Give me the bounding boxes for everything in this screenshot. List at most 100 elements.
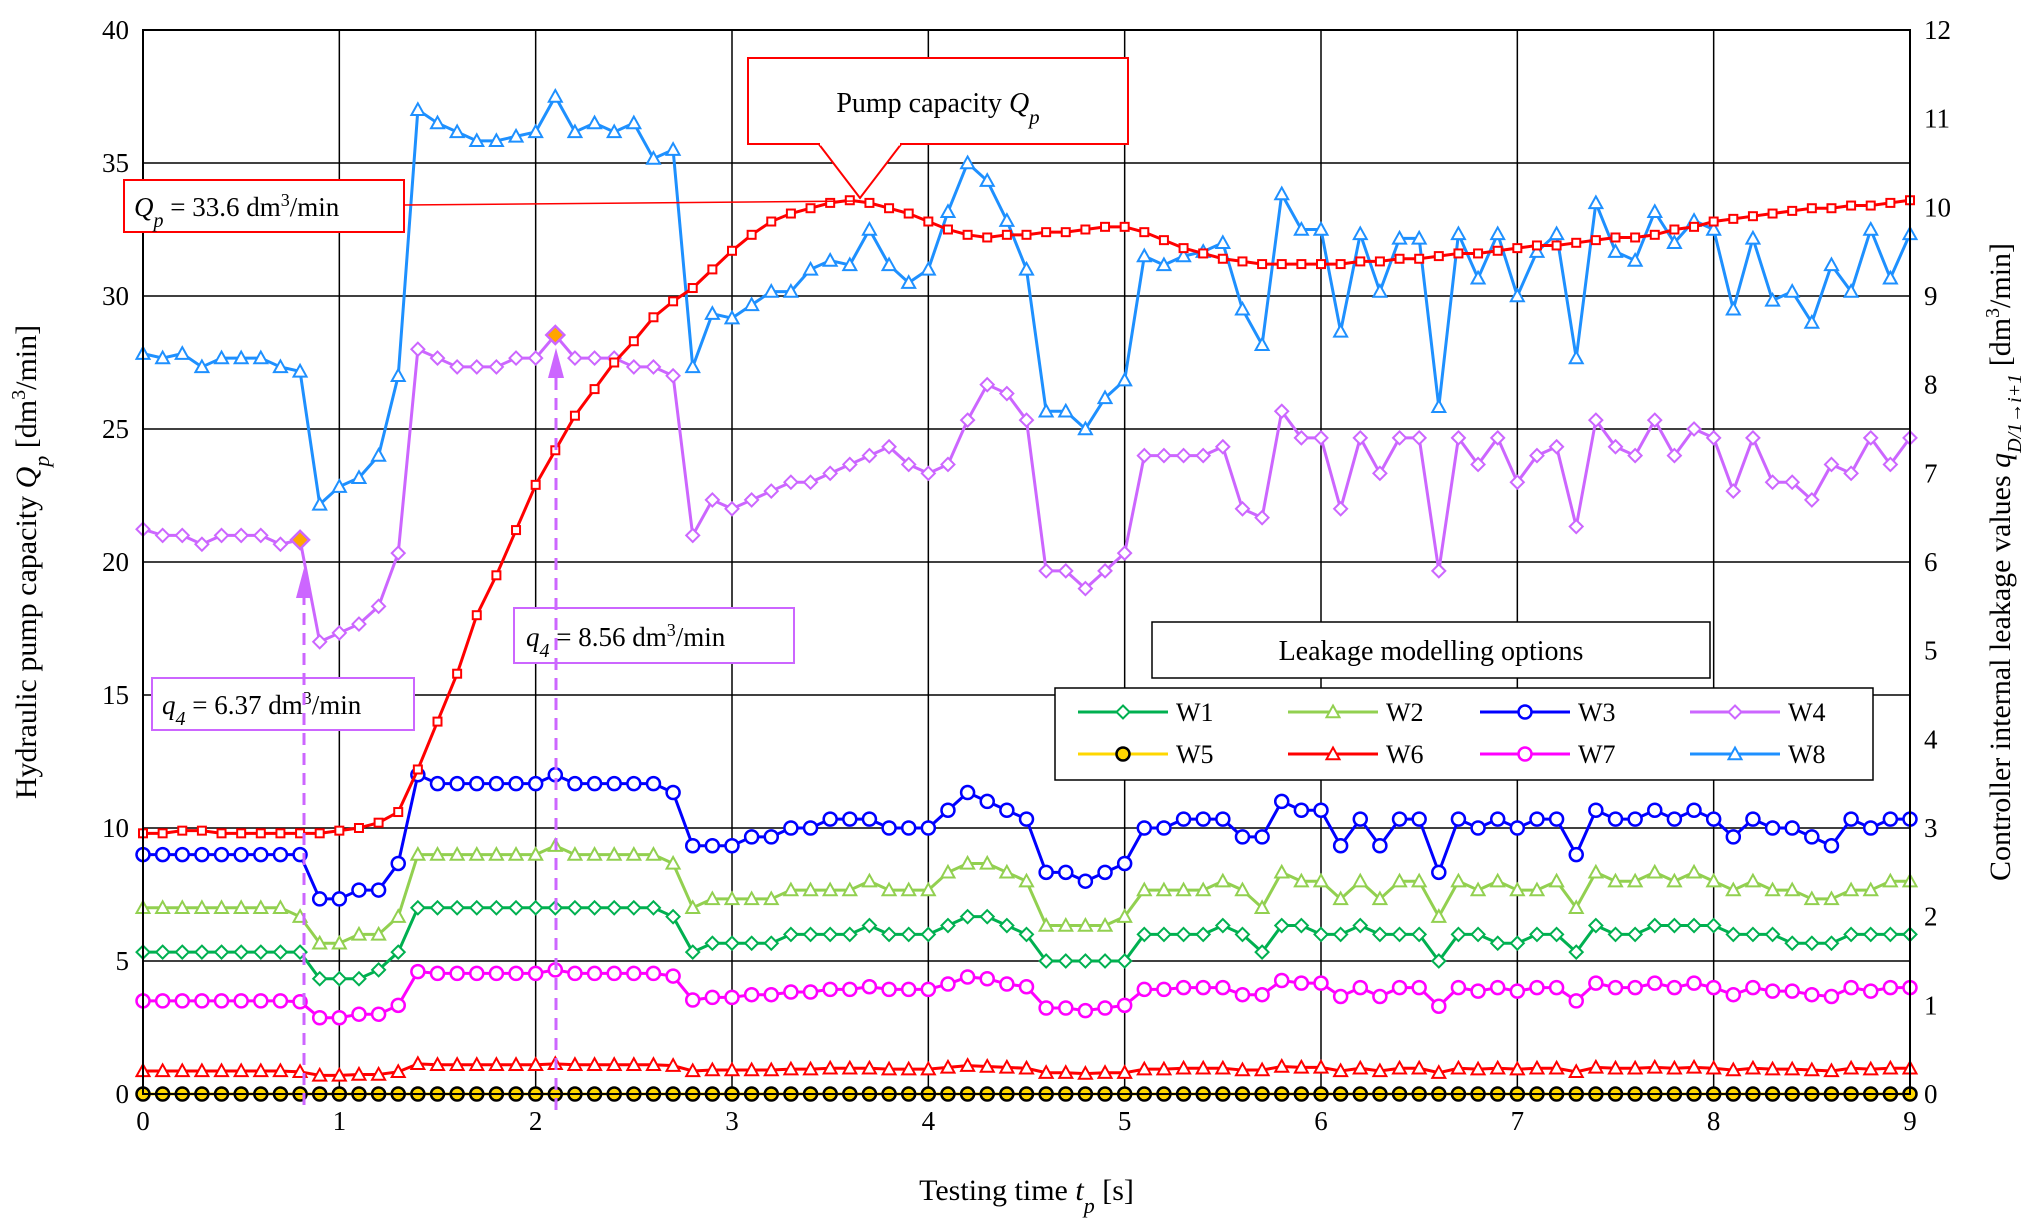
point-w3 [743, 829, 760, 845]
highlight-point-w4 [289, 529, 311, 551]
point-w4 [1430, 562, 1447, 579]
point-w7 [1038, 1000, 1054, 1016]
point-pump-capacity [1355, 256, 1366, 267]
point-w8 [920, 260, 937, 276]
point-w8 [1332, 322, 1349, 338]
point-w1 [1214, 917, 1231, 934]
point-w8 [763, 283, 780, 298]
point-w2 [252, 899, 269, 914]
point-w3 [1784, 820, 1800, 836]
point-w8 [704, 305, 721, 320]
point-w6 [861, 1059, 878, 1075]
point-pump-capacity [471, 610, 482, 621]
point-w3 [1705, 811, 1722, 827]
point-w1 [1686, 917, 1702, 934]
point-w6 [821, 1059, 839, 1075]
point-w2 [174, 899, 191, 914]
point-w7 [1843, 979, 1859, 996]
point-w7 [1607, 979, 1624, 996]
point-w4 [684, 527, 701, 544]
point-w7 [390, 997, 406, 1014]
point-w6 [880, 1060, 898, 1076]
point-w6 [586, 1056, 603, 1071]
point-pump-capacity [1158, 235, 1169, 246]
point-w7 [1745, 979, 1761, 996]
point-pump-capacity [412, 764, 423, 775]
legend-swatch-marker [1324, 745, 1342, 761]
legend-label: W7 [1578, 740, 1616, 769]
point-w8 [743, 296, 760, 312]
point-w6 [763, 1061, 780, 1077]
legend-swatch-marker [1726, 745, 1744, 761]
point-w3 [1725, 829, 1742, 845]
point-pump-capacity [1001, 229, 1012, 240]
point-w6 [743, 1061, 760, 1077]
point-w3 [1391, 811, 1408, 827]
legend-entry-w5: W5 [1078, 740, 1214, 769]
point-pump-capacity [275, 828, 286, 839]
point-pump-capacity [1041, 227, 1052, 238]
point-pump-capacity [334, 825, 345, 836]
point-pump-capacity [1885, 197, 1896, 208]
point-pump-capacity [432, 716, 443, 727]
point-w7 [684, 992, 701, 1008]
point-w3 [469, 775, 485, 792]
point-w7 [645, 965, 662, 982]
point-w4 [979, 376, 996, 393]
point-pump-capacity [177, 825, 188, 836]
point-w3 [881, 820, 897, 836]
point-pump-capacity [884, 203, 895, 214]
point-pump-capacity [491, 570, 502, 581]
point-w4 [998, 385, 1015, 402]
point-w4 [1470, 456, 1486, 473]
point-w4 [586, 350, 603, 366]
point-w3 [1627, 811, 1643, 827]
point-w3 [1215, 811, 1231, 827]
point-w2 [1509, 881, 1526, 897]
point-w7 [1234, 986, 1251, 1003]
point-w4 [1764, 474, 1781, 491]
point-w8 [1057, 402, 1074, 418]
x-tick-label: 8 [1707, 1106, 1721, 1136]
point-w2 [429, 846, 446, 861]
point-w6 [409, 1055, 427, 1071]
point-pump-capacity [1473, 248, 1484, 259]
point-w7 [940, 976, 956, 992]
legend-label: W4 [1788, 698, 1826, 727]
point-w4 [1862, 429, 1879, 446]
point-w7 [1273, 972, 1290, 989]
point-w4 [351, 616, 367, 632]
point-w7 [1116, 997, 1133, 1014]
point-w3 [1470, 820, 1486, 836]
point-w7 [351, 1006, 367, 1022]
point-w2 [939, 863, 957, 879]
legend: Leakage modelling options W1 W2 W3 W4 W5 W6 W7… [1054, 621, 1874, 781]
point-w6 [1862, 1060, 1879, 1076]
point-w1 [252, 944, 269, 961]
point-w2 [311, 934, 328, 950]
point-w4 [743, 492, 760, 508]
point-w7 [1097, 1000, 1113, 1016]
point-w2 [154, 899, 171, 914]
point-w2 [1528, 881, 1546, 897]
point-w3 [665, 784, 681, 801]
point-w2 [1332, 890, 1349, 906]
point-w4 [331, 625, 348, 641]
point-w4 [508, 350, 524, 366]
point-w1 [1234, 926, 1251, 943]
point-w1 [468, 899, 485, 916]
point-w4 [1077, 580, 1094, 597]
point-w7 [822, 981, 838, 998]
point-pump-capacity [1689, 221, 1700, 232]
point-w7 [1529, 979, 1545, 996]
y-right-tick-label: 4 [1924, 724, 1938, 754]
point-w4 [409, 341, 426, 358]
point-w6 [920, 1060, 937, 1076]
point-pump-capacity [1747, 211, 1758, 222]
point-w1 [1077, 953, 1094, 969]
point-w1 [1803, 935, 1820, 952]
point-pump-capacity [1139, 227, 1150, 238]
point-w3 [272, 846, 289, 863]
point-w6 [1371, 1062, 1389, 1078]
point-w7 [724, 989, 740, 1006]
